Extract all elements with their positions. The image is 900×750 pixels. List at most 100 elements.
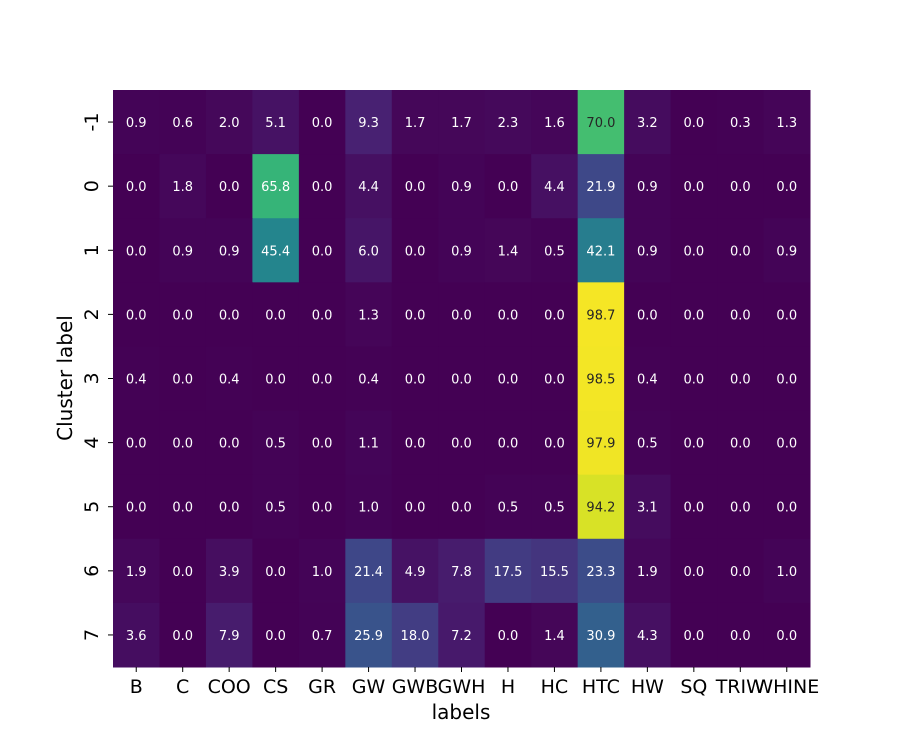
cell-value-label: 0.0 [776,373,797,388]
y-tick-label: 2 [81,308,103,320]
cell-value-label: 42.1 [586,244,615,259]
heatmap-cell [113,90,160,155]
cell-value-label: 0.0 [451,373,472,388]
cell-value-label: 0.0 [312,180,333,195]
cell-value-label: 0.0 [730,501,751,516]
cell-value-label: 1.8 [172,180,193,195]
cell-value-label: 1.3 [358,308,379,323]
cell-value-label: 0.9 [219,244,240,259]
heatmap-cell [577,154,625,219]
heatmap-cell [159,602,207,668]
cell-value-label: 0.5 [544,501,565,516]
cell-value-label: 0.0 [172,629,193,644]
y-tick-label: 0 [81,180,103,192]
cell-value-label: 0.0 [405,437,426,452]
heatmap-cell [484,410,532,476]
cell-value-label: 0.0 [683,501,704,516]
heatmap-cell [577,474,625,540]
cell-value-label: 0.0 [730,244,751,259]
heatmap-cell [531,282,579,347]
heatmap-cell [531,602,579,668]
heatmap-cell [670,282,718,347]
cell-value-label: 0.0 [312,501,333,516]
heatmap-cell [670,90,718,155]
heatmap-cell [670,346,718,412]
heatmap-cell [624,218,672,283]
cell-value-label: 1.0 [358,501,379,516]
cell-value-label: 0.9 [451,180,472,195]
cell-value-label: 4.4 [358,180,379,195]
heatmap-cell [670,538,718,604]
cell-value-label: 1.0 [776,565,797,580]
cell-value-label: 0.0 [312,308,333,323]
heatmap-cell [252,410,300,476]
heatmap-cell [205,474,253,540]
heatmap-cell [577,218,625,283]
cell-value-label: 0.5 [265,501,286,516]
cell-value-label: 1.3 [776,116,797,131]
heatmap-cell [298,154,346,219]
heatmap-cell [763,602,811,668]
cell-value-label: 0.5 [637,437,658,452]
cell-value-label: 0.0 [730,629,751,644]
heatmap-cell [717,90,765,155]
x-tick-label: GWB [392,676,439,698]
heatmap-cell [484,474,532,540]
cell-value-label: 0.0 [683,244,704,259]
heatmap-cell [345,154,393,219]
heatmap-cell [624,282,672,347]
cell-value-label: 0.6 [172,116,193,131]
cell-value-label: 65.8 [261,180,290,195]
cell-value-label: 4.9 [405,565,426,580]
cell-value-label: 0.5 [498,501,519,516]
heatmap-cell [252,218,300,283]
x-tick-label: HW [631,676,664,698]
heatmap-cell [391,346,439,412]
cell-value-label: 0.0 [219,180,240,195]
x-axis-title: labels [432,700,491,724]
cell-value-label: 7.2 [451,629,472,644]
heatmap-cell [298,90,346,155]
heatmap-cell [345,538,393,604]
heatmap-cell [670,154,718,219]
heatmap-cell [624,474,672,540]
heatmap-cell [624,602,672,668]
cell-value-label: 6.0 [358,244,379,259]
y-tick-label: 7 [81,629,103,641]
heatmap-cell [391,90,439,155]
cell-value-label: 0.0 [776,501,797,516]
cell-value-label: 30.9 [586,629,615,644]
cell-value-label: 0.0 [730,437,751,452]
heatmap-cell [717,282,765,347]
cell-value-label: 1.0 [312,565,333,580]
heatmap-cell [577,282,625,347]
cell-value-label: 0.0 [730,308,751,323]
heatmap-cell [252,90,300,155]
y-tick-label: -1 [81,113,103,132]
cell-value-label: 0.0 [405,308,426,323]
cell-value-label: 0.0 [730,180,751,195]
heatmap-cell [717,602,765,668]
heatmap-cell [205,346,253,412]
cell-value-label: 0.0 [126,437,147,452]
cell-value-label: 3.9 [219,565,240,580]
heatmap-cell [391,602,439,668]
cell-value-label: 97.9 [586,437,615,452]
x-tick-label: CS [263,676,288,698]
cell-value-label: 4.4 [544,180,565,195]
cell-value-label: 2.3 [498,116,519,131]
cell-value-label: 0.9 [451,244,472,259]
heatmap-cell [345,218,393,283]
x-tick-label: HC [541,676,569,698]
heatmap-cell [438,602,486,668]
cell-value-label: 0.0 [637,308,658,323]
cell-value-label: 0.4 [358,373,379,388]
y-tick-label: 3 [81,372,103,384]
heatmap-cell [113,218,160,283]
heatmap-cell [624,154,672,219]
cell-value-label: 0.0 [265,308,286,323]
cell-value-label: 0.0 [126,180,147,195]
heatmap-cell [113,602,160,668]
heatmap-cell [159,410,207,476]
heatmap-cell [670,474,718,540]
